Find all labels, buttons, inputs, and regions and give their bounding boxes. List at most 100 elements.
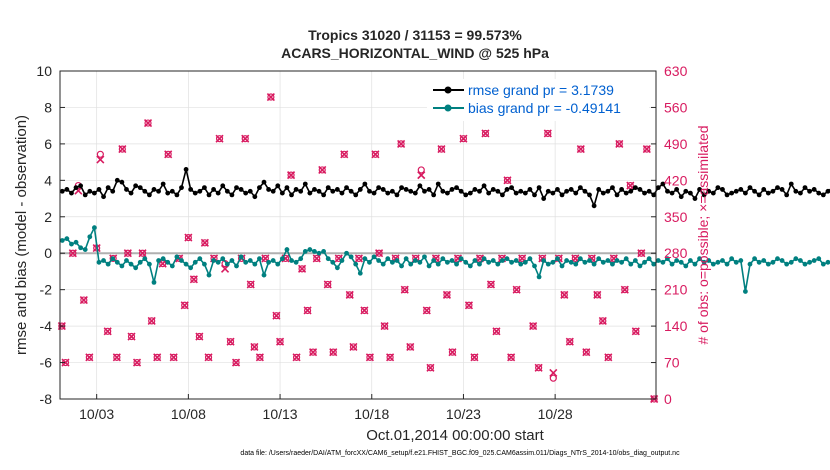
rmse-marker — [160, 181, 166, 187]
rmse-marker — [619, 187, 625, 192]
obs-assimilated-stroke — [246, 280, 255, 289]
obs-assimilated-stroke — [215, 134, 224, 143]
obs-assimilated-stroke — [112, 353, 121, 362]
obs-possible-marker — [355, 254, 363, 263]
obs-assimilated-stroke — [96, 155, 105, 164]
bias-marker — [582, 259, 588, 265]
obs-assimilated-marker — [103, 327, 112, 336]
rmse-marker — [298, 188, 304, 194]
bias-marker — [715, 259, 721, 265]
obs-assimilated-marker — [132, 358, 142, 367]
rmse-marker — [257, 185, 262, 191]
rmse-marker — [623, 190, 629, 196]
bias-marker — [362, 256, 368, 262]
rmse-marker — [380, 187, 386, 192]
bias-marker — [486, 259, 492, 265]
rmse-marker — [334, 187, 340, 192]
obs-possible-marker — [138, 249, 147, 257]
obs-possible-marker — [340, 150, 348, 158]
rmse-marker — [114, 177, 120, 183]
bias-marker — [110, 256, 116, 262]
obs-assimilated-stroke — [406, 342, 415, 352]
rmse-marker — [449, 187, 455, 192]
bias-marker — [302, 249, 308, 254]
bias-marker — [243, 259, 249, 265]
rmse-marker — [765, 190, 771, 196]
obs-assimilated-stroke — [241, 134, 250, 143]
bias-marker — [674, 258, 680, 263]
bias-marker — [605, 258, 611, 263]
obs-assimilated-marker — [637, 249, 646, 258]
bias-marker — [637, 263, 643, 269]
obs-possible-marker — [133, 358, 141, 367]
obs-assimilated-marker — [303, 306, 312, 315]
bias-marker — [357, 270, 363, 276]
obs-possible-marker — [529, 322, 537, 330]
obs-assimilated-marker — [470, 353, 479, 362]
rmse-marker — [110, 188, 116, 194]
rmse-marker — [582, 188, 588, 194]
bias-marker — [215, 259, 221, 265]
bias-marker — [596, 256, 602, 262]
obs-possible-marker — [481, 129, 490, 138]
obs-assimilated-marker — [400, 285, 409, 294]
bias-marker — [298, 256, 304, 262]
bias-marker — [261, 272, 267, 278]
obs-assimilated-stroke — [195, 332, 204, 341]
rmse-marker — [325, 185, 331, 191]
rmse-marker — [573, 190, 579, 196]
y-tick-label-right: 280 — [664, 245, 688, 261]
rmse-marker — [536, 185, 542, 191]
bias-marker — [518, 261, 524, 267]
obs-assimilated-marker — [275, 337, 285, 346]
legend-rmse-label: rmse grand pr = 3.1739 — [468, 82, 614, 98]
bias-marker — [573, 261, 579, 267]
bias-marker — [522, 259, 528, 265]
obs-possible-marker — [366, 353, 374, 361]
bias-marker — [568, 259, 574, 265]
rmse-marker — [738, 187, 744, 192]
rmse-marker — [321, 192, 327, 198]
bias-marker — [371, 254, 377, 260]
obs-assimilated-marker — [147, 316, 156, 325]
obs-assimilated-marker — [371, 150, 380, 159]
bias-marker — [394, 258, 400, 263]
rmse-marker — [811, 187, 817, 192]
bias-marker — [192, 259, 198, 265]
rmse-marker — [610, 185, 615, 191]
obs-possible-marker — [604, 353, 612, 361]
bias-marker — [348, 254, 354, 260]
bias-marker — [87, 234, 93, 240]
bias-marker — [701, 259, 707, 265]
rmse-marker — [532, 192, 537, 198]
rmse-marker — [697, 187, 702, 192]
obs-assimilated-stroke — [349, 342, 358, 352]
obs-assimilated-marker — [631, 327, 640, 336]
rmse-marker — [179, 185, 184, 191]
obs-assimilated-stroke — [200, 238, 209, 247]
rmse-marker — [91, 190, 97, 196]
bias-marker — [59, 238, 65, 243]
rmse-marker — [78, 183, 84, 189]
obs-assimilated-marker — [61, 358, 70, 367]
obs-possible-marker — [375, 249, 383, 257]
bias-marker — [293, 259, 299, 265]
rmse-marker — [752, 188, 757, 194]
bias-marker — [477, 261, 482, 267]
bias-marker — [619, 259, 625, 265]
obs-possible-marker — [349, 343, 358, 351]
obs-possible-marker — [566, 338, 574, 346]
obs-assimilated-stroke — [231, 358, 241, 367]
rmse-marker — [82, 192, 88, 198]
obs-assimilated-stroke — [604, 353, 613, 362]
bias-marker — [600, 259, 606, 265]
rmse-marker — [431, 192, 437, 198]
bias-marker — [266, 259, 271, 265]
rmse-marker — [133, 183, 139, 189]
obs-assimilated-stroke — [74, 186, 83, 195]
bias-marker — [307, 247, 313, 252]
obs-assimilated-marker — [329, 348, 338, 357]
obs-assimilated-stroke — [250, 342, 259, 352]
obs-possible-marker — [582, 348, 590, 356]
obs-assimilated-stroke — [138, 249, 147, 258]
